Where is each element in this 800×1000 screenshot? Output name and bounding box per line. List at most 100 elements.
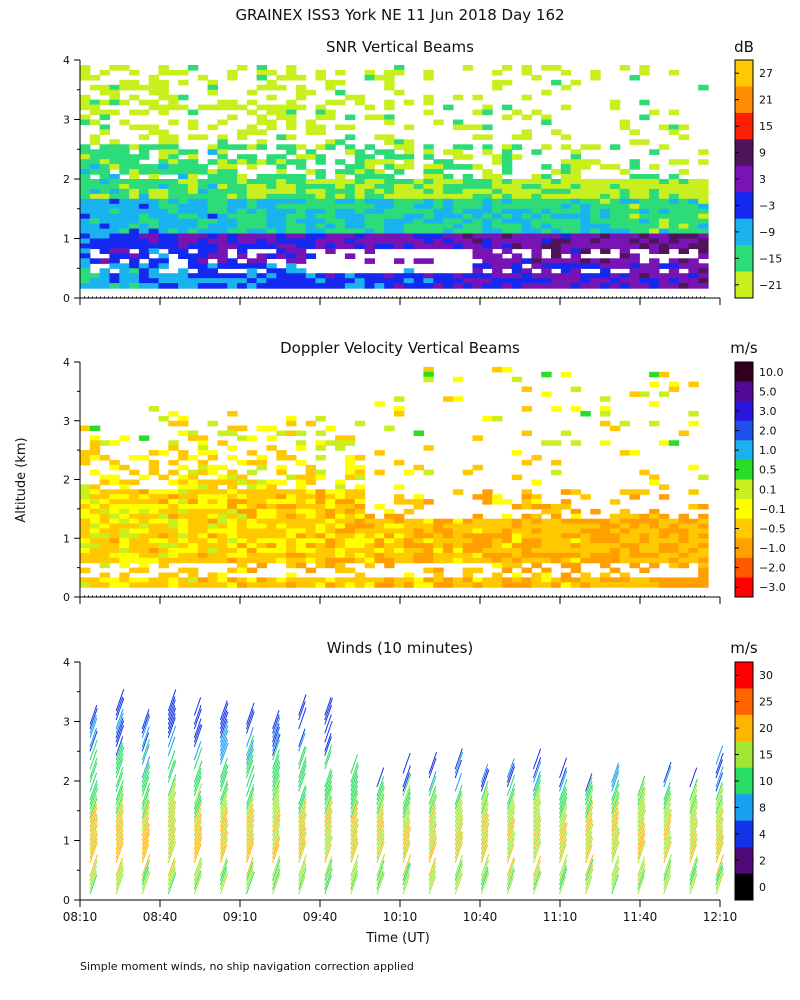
wind-barb [611,765,620,788]
heatmap-cell [315,440,326,446]
heatmap-cell [433,208,444,215]
heatmap-cell [266,159,277,165]
heatmap-cell [178,283,189,289]
wind-barb [480,808,489,828]
heatmap-cell [354,489,366,495]
heatmap-cell [688,518,699,525]
heatmap-cell [639,582,650,588]
heatmap-cell [521,268,532,274]
heatmap-cell [237,504,248,510]
heatmap-cell [109,278,120,284]
heatmap-cell [246,164,258,170]
heatmap-cell [649,258,660,264]
heatmap-cell [217,518,228,525]
heatmap-cell [109,582,120,588]
heatmap-cell [109,528,120,534]
heatmap-cell [158,164,169,170]
heatmap-cell [119,533,130,539]
heatmap-cell [472,233,483,240]
heatmap-cell [531,238,542,245]
wind-barb [611,811,619,832]
wind-barb [402,862,410,881]
heatmap-cell [89,425,101,432]
heatmap-cell [482,557,493,564]
heatmap-cell [678,528,689,534]
wind-barb [219,771,228,792]
heatmap-cell [344,518,356,525]
heatmap-cell [570,268,581,274]
heatmap-cell [217,494,228,500]
wind-barb [272,785,280,805]
heatmap-cell [237,538,248,544]
wind-barb [219,720,229,743]
heatmap-cell [413,543,424,549]
heatmap-cell [178,494,189,500]
heatmap-cell [394,258,405,264]
heatmap-cell [178,450,189,456]
heatmap-cell [364,557,375,564]
wind-barb [454,831,462,850]
heatmap-cell [138,144,150,150]
heatmap-cell [492,159,503,165]
heatmap-cell [492,499,503,505]
heatmap-cell [227,203,238,210]
heatmap-cell [227,74,238,81]
heatmap-cell [384,174,395,180]
heatmap-cell [325,144,336,150]
heatmap-cell [168,223,179,230]
colorbar-swatch [735,459,753,480]
wind-barb [115,772,124,792]
wind-barb [115,861,124,881]
heatmap-cell [138,179,150,185]
heatmap-cell [266,154,277,160]
heatmap-cell [443,174,454,180]
heatmap-cell [501,228,513,235]
heatmap-cell [649,213,660,220]
heatmap-cell [452,228,464,235]
heatmap-cell [89,233,101,240]
heatmap-cell [698,528,709,534]
heatmap-cell [423,99,434,106]
heatmap-cell [354,499,366,505]
heatmap-cell [649,538,660,544]
wind-barb [219,866,228,886]
heatmap-cell [443,528,454,534]
heatmap-cell [698,567,709,574]
heatmap-cell [403,233,415,240]
wind-barb [428,830,437,850]
heatmap-cell [354,548,366,554]
heatmap-cell [649,248,660,254]
heatmap-cell [256,203,267,210]
heatmap-cell [384,99,395,106]
heatmap-cell [99,518,110,525]
heatmap-cell [374,557,385,564]
heatmap-cell [492,238,503,245]
wind-barb [167,828,177,850]
heatmap-cell [639,69,650,76]
heatmap-cell [119,518,130,525]
heatmap-cell [629,528,640,534]
heatmap-cell [178,79,189,86]
wind-barb [454,784,463,805]
heatmap-cell [266,552,277,559]
heatmap-cell [354,572,366,578]
heatmap-cell [129,109,140,116]
heatmap-cell [197,459,209,466]
heatmap-cell [178,513,189,520]
heatmap-cell [197,548,209,554]
wind-barb [428,812,437,832]
heatmap-cell [678,198,689,205]
heatmap-cell [344,144,356,150]
heatmap-cell [256,213,267,220]
heatmap-cell [99,538,110,544]
heatmap-cell [168,479,179,485]
heatmap-cell [197,179,209,185]
wind-barb [141,866,149,886]
heatmap-cell [237,188,248,195]
colorbar-swatch [735,538,753,559]
heatmap-cell [295,248,307,254]
heatmap-cell [668,543,680,549]
heatmap-cell [138,557,150,564]
heatmap-cell [374,518,385,525]
heatmap-cell [276,134,287,140]
